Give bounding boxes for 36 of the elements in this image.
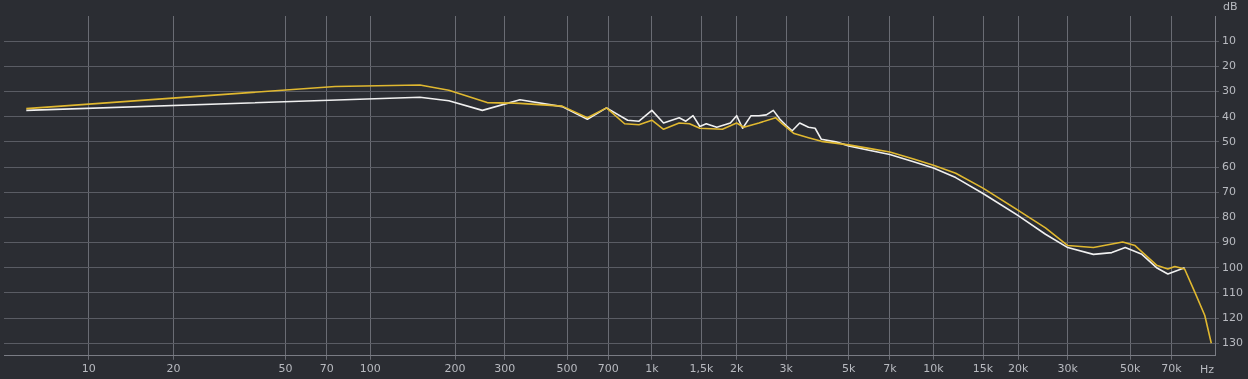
y-tick-label: 120: [1222, 310, 1243, 324]
y-tick-label: 30: [1222, 84, 1236, 98]
x-tick-label: 15k: [972, 362, 994, 376]
x-axis-title: Hz: [1199, 362, 1215, 376]
x-tick-label: 2k: [729, 362, 744, 376]
x-tick-label: 200: [444, 362, 466, 376]
y-axis-title: dB: [1223, 0, 1238, 13]
x-tick-label: 20: [166, 362, 181, 376]
y-tick-label: 80: [1222, 210, 1236, 224]
x-tick-label: 5k: [842, 362, 856, 376]
x-tick-label: 7k: [883, 362, 898, 376]
y-tick-label: 60: [1222, 159, 1236, 173]
x-tick-label: 700: [597, 362, 619, 376]
x-tick-label: 100: [359, 362, 381, 376]
x-tick-label: 50: [278, 362, 293, 376]
x-tick-label: 3k: [779, 362, 794, 376]
x-tick-label: 10: [81, 362, 96, 376]
x-tick-label: 1k: [645, 362, 660, 376]
y-tick-label: 50: [1222, 134, 1236, 148]
x-tick-label: 70k: [1161, 362, 1183, 376]
y-tick-label: 40: [1222, 109, 1236, 123]
y-tick-label: 130: [1222, 336, 1243, 350]
y-tick-label: 90: [1222, 235, 1236, 249]
y-tick-label: 70: [1222, 185, 1236, 199]
y-tick-label: 20: [1222, 59, 1236, 73]
x-tick-label: 1,5k: [689, 362, 715, 376]
y-tick-label: 100: [1222, 260, 1243, 274]
x-tick-label: 20k: [1008, 362, 1030, 376]
x-tick-label: 10k: [923, 362, 945, 376]
y-tick-label: 10: [1222, 34, 1236, 48]
y-tick-label: 110: [1222, 285, 1243, 299]
x-tick-label: 300: [494, 362, 516, 376]
x-tick-label: 30k: [1057, 362, 1079, 376]
x-tick-label: 500: [556, 362, 578, 376]
x-tick-label: 50k: [1120, 362, 1142, 376]
x-tick-label: 70: [319, 362, 334, 376]
